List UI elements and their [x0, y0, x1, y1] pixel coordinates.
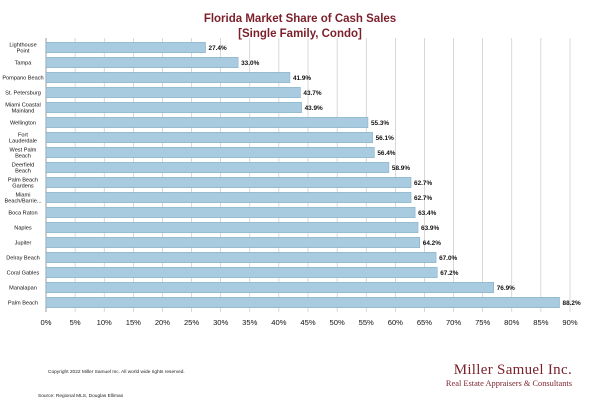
bar [45, 72, 291, 83]
category-label: Miami Coastal Mainland [5, 102, 40, 114]
category-label: Boca Raton [8, 211, 37, 217]
category-labels: Lighthouse Point Tampa Pompano Beach St. Pet… [2, 42, 43, 306]
category-label: Naples [14, 226, 32, 232]
x-tick-label: 85% [533, 318, 548, 327]
x-tick-label: 70% [446, 318, 461, 327]
x-tick-label: 50% [330, 318, 345, 327]
bar [45, 117, 369, 128]
value-label: 62.7% [414, 195, 432, 202]
value-label: 76.9% [497, 285, 515, 292]
x-tick-label: 15% [126, 318, 141, 327]
brand-logo-tagline: Real Estate Appraisers & Consultants [446, 379, 572, 388]
x-tick-label: 65% [417, 318, 432, 327]
category-label: Miami Beach/Barrie... [5, 192, 42, 204]
x-tick-label: 0% [41, 318, 52, 327]
x-tick-label: 20% [155, 318, 170, 327]
bar [45, 252, 437, 263]
brand-logo-name: Miller Samuel Inc. [454, 362, 572, 378]
x-tick-label: 35% [242, 318, 257, 327]
value-label: 58.9% [392, 165, 410, 172]
x-tick-label: 30% [213, 318, 228, 327]
bar [45, 57, 239, 68]
source-text: Source: Regional MLS, Douglas Elliman [38, 393, 124, 399]
value-label: 67.0% [439, 255, 457, 262]
category-label: Manalapan [9, 286, 37, 292]
bar [45, 132, 373, 143]
category-label: Delray Beach [6, 256, 40, 262]
copyright-text: Copyright 2022 Miller Samuel Inc. All wo… [48, 369, 185, 375]
category-label: Pompano Beach [2, 76, 43, 82]
value-label: 64.2% [423, 240, 441, 247]
value-label: 63.4% [418, 210, 436, 217]
category-label: Palm Beach Gardens [8, 177, 38, 189]
category-label: Deerfield Beach [12, 162, 34, 174]
bar [45, 222, 419, 233]
bar [45, 297, 560, 308]
value-label: 43.9% [305, 105, 323, 112]
x-tick-label: 25% [184, 318, 199, 327]
category-label: Lighthouse Point [9, 42, 36, 54]
x-axis-ticks: 0% 5% 10% 15% 20% 25% 30% 35% 40% 45% 50% 55% 60% 65%… [41, 318, 578, 327]
category-label: St. Petersburg [5, 91, 41, 97]
category-label: Tampa [15, 61, 33, 67]
bar [45, 207, 416, 218]
gridlines [45, 38, 571, 312]
x-tick-label: 40% [271, 318, 286, 327]
chart-subtitle: [Single Family, Condo] [238, 28, 362, 40]
bar [45, 162, 390, 173]
value-label: 33.0% [241, 60, 259, 67]
bar [45, 237, 421, 248]
bar [45, 177, 412, 188]
bar [45, 42, 206, 53]
x-tick-label: 60% [388, 318, 403, 327]
x-tick-label: 45% [300, 318, 315, 327]
value-label: 43.7% [303, 90, 321, 97]
category-label: Jupiter [15, 241, 32, 247]
category-label: Fort Lauderdale [9, 132, 37, 144]
category-label: West Palm Beach [10, 147, 37, 159]
value-label: 88.2% [563, 300, 581, 307]
category-label: Wellington [10, 121, 36, 127]
bar [45, 192, 412, 203]
category-label: Palm Beach [8, 301, 38, 307]
bar [45, 282, 494, 293]
bar [45, 87, 301, 98]
bar [45, 102, 302, 113]
x-tick-label: 75% [475, 318, 490, 327]
x-tick-label: 90% [562, 318, 577, 327]
chart-title: Florida Market Share of Cash Sales [204, 13, 396, 25]
value-label: 27.4% [209, 45, 227, 52]
value-label: 67.2% [440, 270, 458, 277]
value-label: 55.3% [371, 120, 389, 127]
x-tick-label: 55% [359, 318, 374, 327]
value-label: 41.9% [293, 75, 311, 82]
x-tick-label: 80% [504, 318, 519, 327]
value-labels: 27.4% 33.0% 41.9% 43.7% 43.9% 55.3% 56.1% 56.4%… [209, 45, 581, 307]
bar [45, 267, 438, 278]
category-label: Coral Gables [7, 271, 40, 277]
bars [45, 42, 560, 308]
x-tick-label: 10% [97, 318, 112, 327]
bar [45, 147, 375, 158]
value-label: 62.7% [414, 180, 432, 187]
value-label: 56.4% [377, 150, 395, 157]
value-label: 63.9% [421, 225, 439, 232]
x-tick-label: 5% [70, 318, 81, 327]
value-label: 56.1% [376, 135, 394, 142]
